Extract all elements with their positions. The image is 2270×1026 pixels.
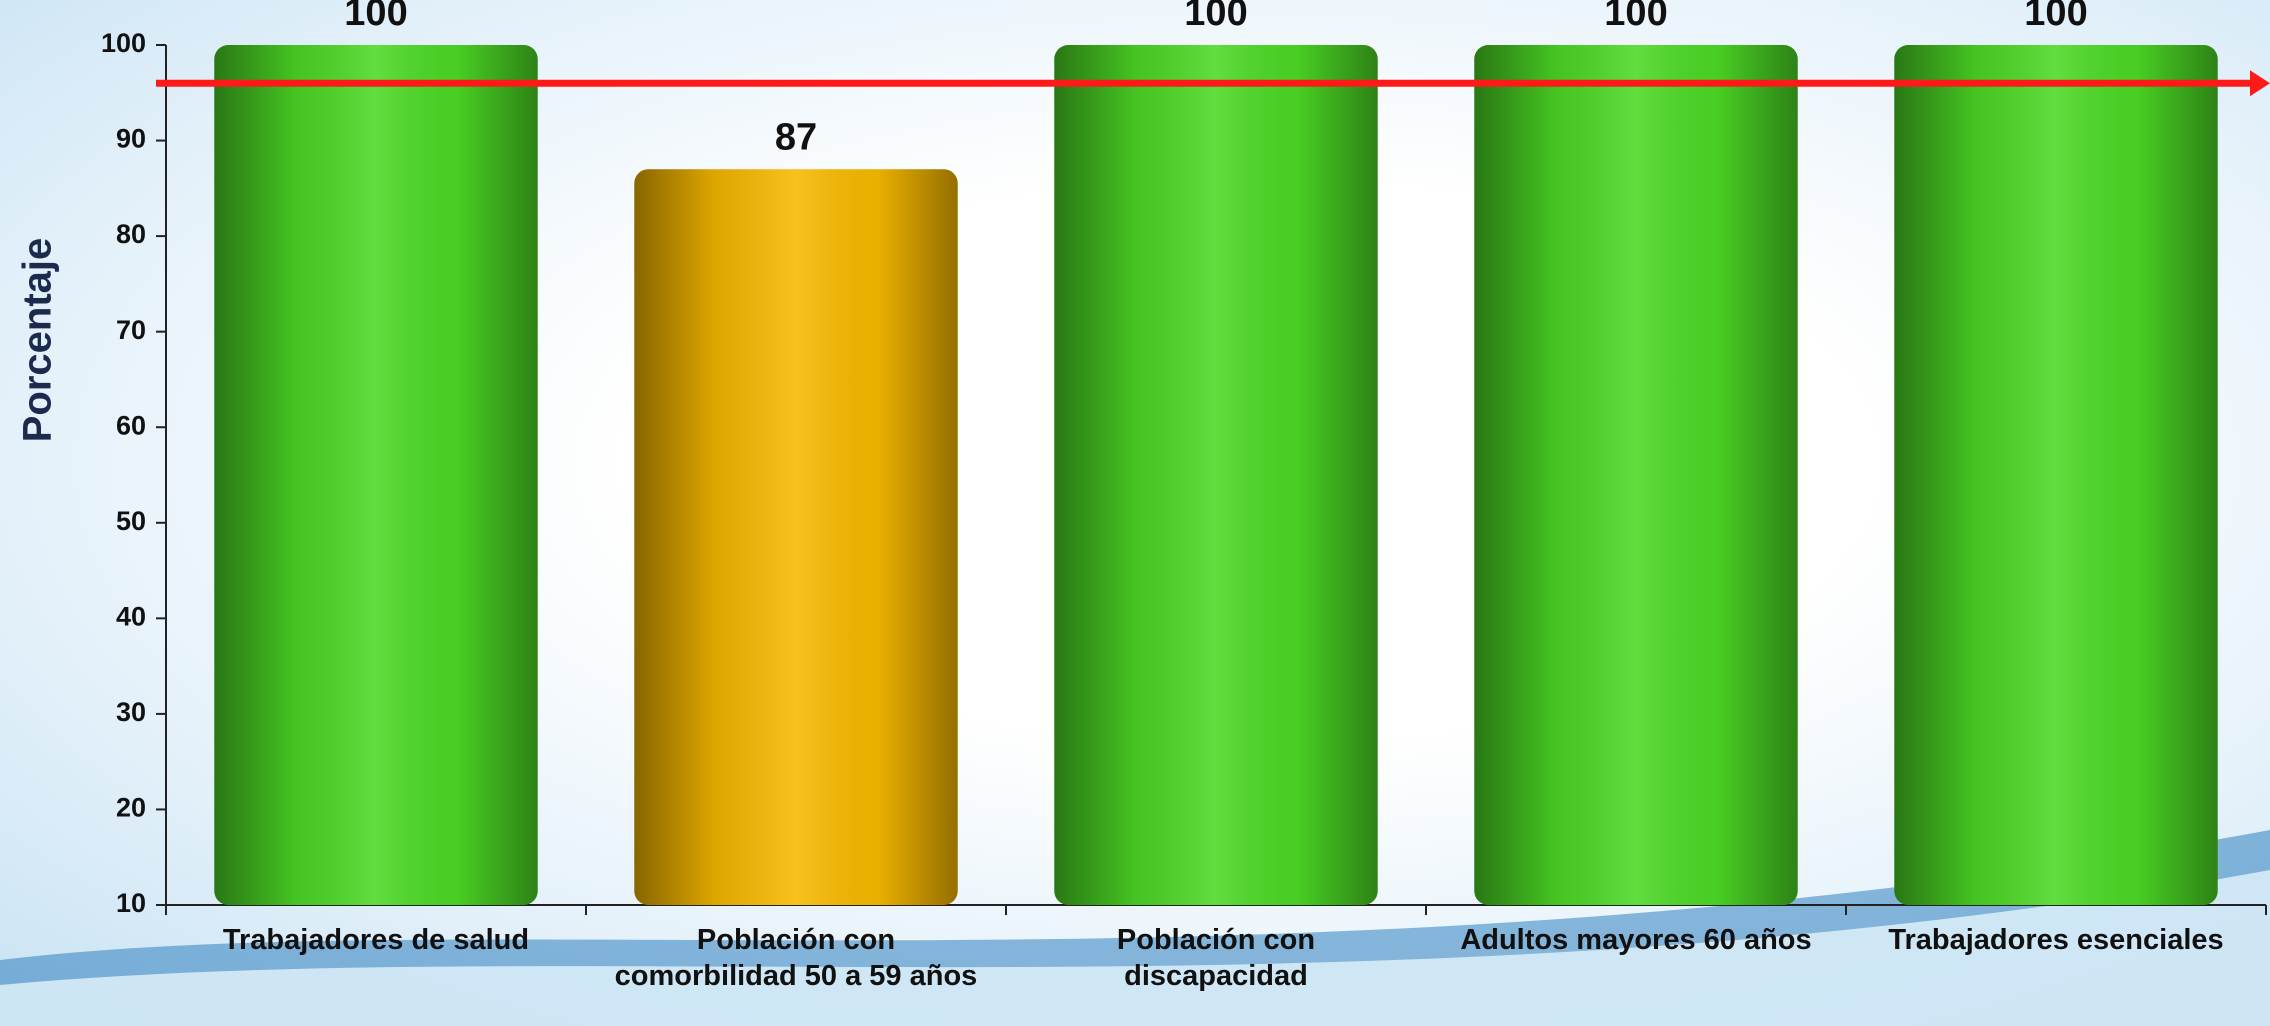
value-label: 100 [1184, 0, 1247, 34]
y-tick-label: 40 [116, 601, 146, 631]
y-tick-label: 10 [116, 888, 146, 918]
y-tick-label: 80 [116, 219, 146, 249]
x-tick-label: Trabajadores esenciales [1888, 924, 2224, 956]
x-tick-label: Adultos mayores 60 años [1460, 924, 1812, 956]
reference-arrow [2250, 70, 2270, 97]
bar [1474, 45, 1798, 905]
y-tick-label: 30 [116, 697, 146, 727]
x-tick-label: Población con comorbilidad 50 a 59 años [614, 924, 978, 992]
y-tick-label: 70 [116, 315, 146, 345]
y-tick-label: 60 [116, 410, 146, 440]
bar [634, 169, 958, 905]
value-label: 100 [344, 0, 407, 34]
y-tick-label: 20 [116, 793, 146, 823]
value-label: 100 [2024, 0, 2087, 34]
bar [1054, 45, 1378, 905]
background-wave [0, 870, 2270, 1026]
value-label: 87 [775, 116, 817, 158]
bar [1894, 45, 2218, 905]
y-tick-label: 100 [101, 28, 146, 58]
y-tick-label: 90 [116, 124, 146, 154]
y-axis-label: Porcentaje [16, 238, 60, 443]
x-tick-label: Población con discapacidad [1116, 924, 1316, 992]
value-label: 100 [1604, 0, 1667, 34]
bar [214, 45, 538, 905]
y-tick-label: 50 [116, 506, 146, 536]
x-tick-label: Trabajadores de salud [222, 924, 530, 956]
